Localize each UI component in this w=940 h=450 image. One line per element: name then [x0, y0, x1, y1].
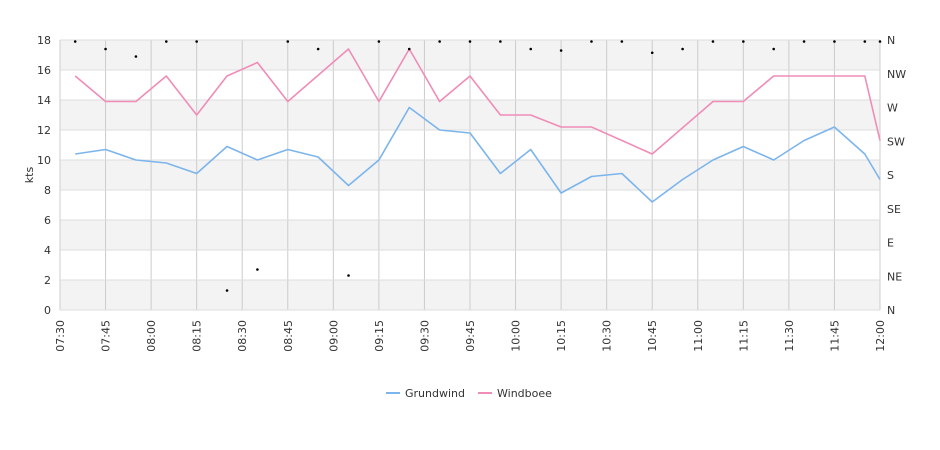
direction-tick-label: N — [887, 304, 895, 317]
x-tick-label: 11:15 — [737, 320, 750, 352]
direction-tick-label: W — [887, 102, 898, 115]
x-tick-label: 12:00 — [874, 320, 887, 352]
legend-item-label: Windboee — [497, 387, 552, 400]
x-tick-label: 08:45 — [282, 320, 295, 352]
direction-point — [620, 40, 624, 43]
direction-point — [225, 289, 229, 292]
direction-point — [316, 47, 320, 51]
direction-point — [164, 40, 168, 43]
x-tick-label: 09:15 — [373, 320, 386, 352]
direction-markers — [73, 40, 882, 292]
y-tick-label: 8 — [44, 184, 51, 197]
direction-point — [407, 47, 411, 51]
y-tick-label: 12 — [37, 124, 51, 137]
direction-point — [468, 40, 472, 43]
x-tick-label: 10:00 — [510, 320, 523, 352]
y-tick-label: 2 — [44, 274, 51, 287]
direction-point — [195, 40, 198, 43]
direction-point — [711, 40, 715, 43]
x-tick-label: 10:15 — [555, 320, 568, 352]
direction-tick-label: NE — [887, 270, 902, 283]
direction-point — [742, 40, 745, 43]
direction-point — [438, 40, 441, 43]
horizontal-gridlines — [60, 39, 880, 311]
direction-point — [772, 47, 776, 51]
direction-point — [347, 274, 350, 277]
x-tick-label: 07:45 — [100, 320, 113, 352]
direction-point — [73, 40, 77, 43]
direction-point — [529, 47, 533, 51]
x-tick-label: 08:15 — [191, 320, 204, 352]
x-tick-label: 08:30 — [236, 320, 249, 352]
vertical-gridlines — [59, 40, 881, 310]
y-tick-label: 16 — [37, 64, 51, 77]
direction-point — [878, 40, 882, 43]
x-tick-label: 08:00 — [145, 320, 158, 352]
x-tick-label: 11:45 — [828, 320, 841, 352]
direction-point — [650, 51, 654, 55]
x-tick-label: 09:45 — [464, 320, 477, 352]
x-tick-label: 11:30 — [783, 320, 796, 352]
y-tick-label: 10 — [37, 154, 51, 167]
direction-tick-label: E — [887, 237, 894, 250]
direction-point — [104, 47, 107, 51]
legend-item-label: Grundwind — [405, 387, 465, 400]
direction-point — [499, 40, 502, 43]
direction-point — [256, 268, 259, 271]
series-lines — [74, 48, 881, 203]
x-tick-label: 09:00 — [327, 320, 340, 352]
series-line-grundwind — [75, 106, 881, 203]
x-tick-label: 07:30 — [54, 320, 67, 352]
x-tick-label: 10:45 — [646, 320, 659, 352]
y-tick-label: 6 — [44, 214, 51, 227]
direction-tick-label: SW — [887, 135, 905, 148]
direction-point — [590, 40, 593, 43]
y-tick-label: 0 — [44, 304, 51, 317]
direction-point — [134, 55, 138, 58]
x-axis-ticks: 07:30 07:45 08:00 08:15 08:30 08:45 09:00 09:15… — [54, 320, 887, 352]
y-axis-ticks: 0 2 4 6 8 10 12 14 16 18 — [37, 34, 51, 317]
series-line-windboee — [74, 48, 881, 155]
direction-axis-ticks: N NE E SE S SW W NW N — [887, 34, 906, 317]
direction-tick-label: S — [887, 169, 894, 182]
legend: Grundwind Windboee — [386, 387, 552, 400]
y-tick-label: 18 — [37, 34, 51, 47]
y-tick-label: 14 — [37, 94, 51, 107]
y-tick-label: 4 — [44, 244, 51, 257]
direction-tick-label: SE — [887, 203, 901, 216]
direction-point — [863, 40, 867, 43]
direction-point — [681, 47, 684, 51]
direction-tick-label: N — [887, 34, 895, 47]
x-tick-label: 10:30 — [601, 320, 614, 352]
direction-point — [833, 40, 836, 43]
x-tick-label: 11:00 — [692, 320, 705, 352]
x-tick-label: 09:30 — [418, 320, 431, 352]
direction-point — [802, 40, 806, 43]
direction-point — [377, 40, 381, 43]
direction-point — [559, 49, 563, 52]
direction-point — [286, 40, 290, 43]
y-axis-label: kts — [23, 167, 36, 184]
direction-tick-label: NW — [887, 68, 906, 81]
